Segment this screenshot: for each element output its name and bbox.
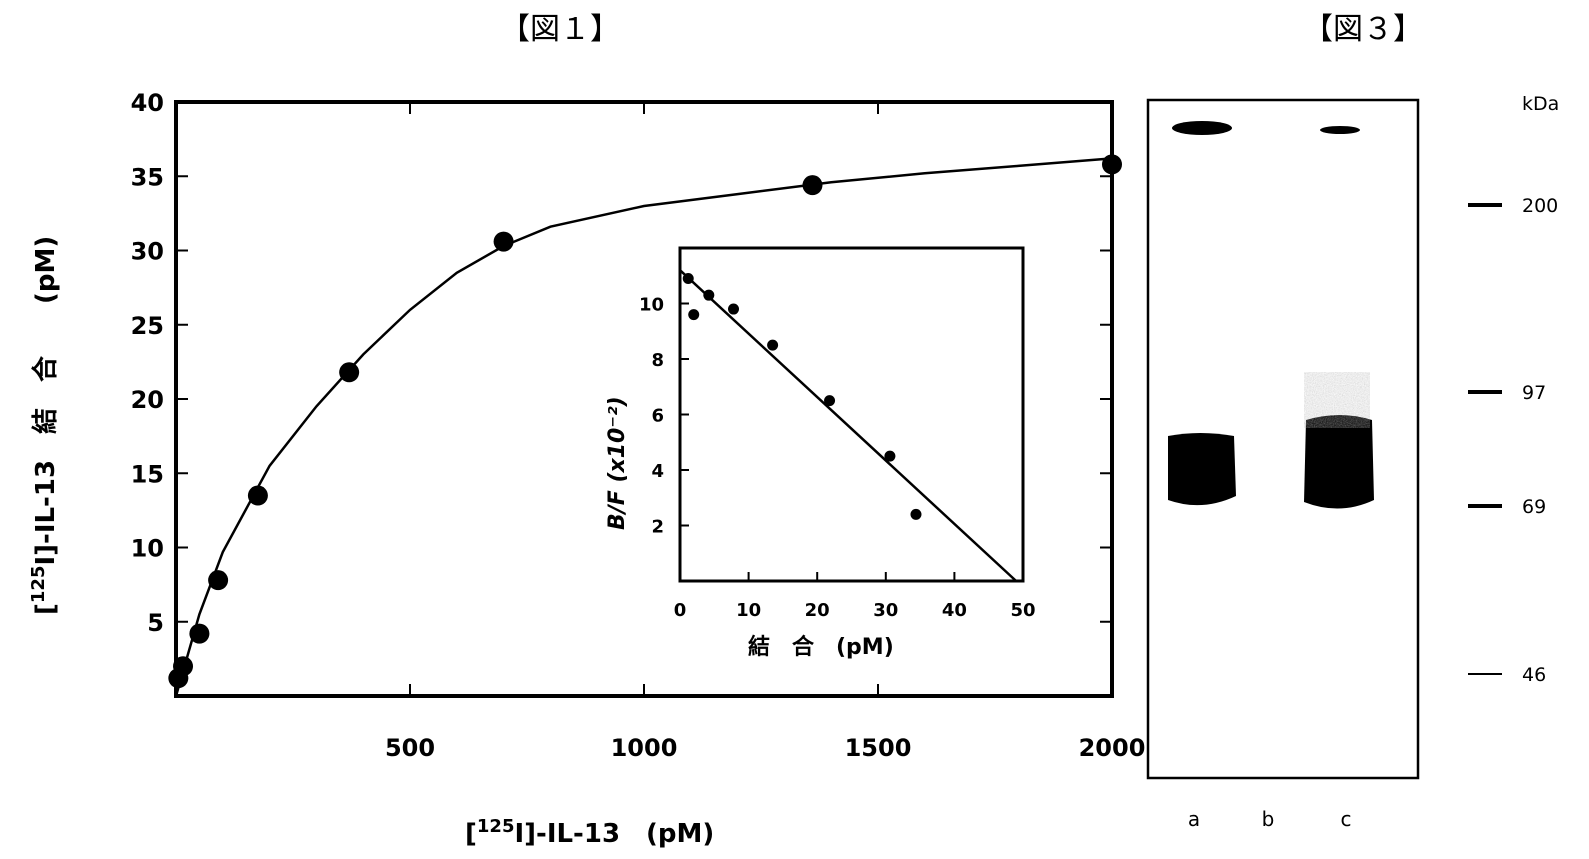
inset-y-axis-label: B/F (x10⁻²) xyxy=(605,396,630,530)
inset-x-tick-label: 20 xyxy=(805,600,830,621)
main-data-point xyxy=(493,231,514,252)
gel-figure: kDa 200 97 69 46 a b c xyxy=(1146,93,1559,831)
inset-data-points xyxy=(682,273,922,520)
main-data-point xyxy=(189,623,210,644)
inset-y-ticks: 2 4 6 8 10 xyxy=(639,295,689,538)
gel-lane-label: c xyxy=(1341,807,1352,831)
gel-lane-label: b xyxy=(1262,807,1275,831)
main-y-tick-label: 10 xyxy=(131,535,164,563)
main-y-tick-label: 25 xyxy=(131,312,164,340)
main-data-point xyxy=(339,362,360,383)
gel-marker-label: 97 xyxy=(1522,382,1546,404)
main-data-point xyxy=(247,485,268,506)
inset-x-tick-label: 30 xyxy=(873,600,898,621)
main-data-points xyxy=(168,154,1122,689)
inset-x-tick-label: 40 xyxy=(942,600,967,621)
figure-1-title: 【図１】 xyxy=(500,12,620,47)
inset-data-point xyxy=(688,309,700,321)
inset-y-tick-label: 10 xyxy=(639,295,664,316)
gel-lane-labels: a b c xyxy=(1188,807,1352,831)
main-data-point xyxy=(1102,154,1122,175)
main-x-ticks: 500 1000 1500 2000 xyxy=(385,102,1145,762)
main-data-point xyxy=(173,656,194,677)
inset-y-tick-label: 2 xyxy=(651,517,664,538)
main-y-tick-label: 35 xyxy=(131,163,164,191)
main-y-tick-label: 15 xyxy=(131,460,164,488)
figure-3-title: 【図３】 xyxy=(1303,12,1423,47)
main-fit-curve xyxy=(174,157,1113,697)
gel-marker-label: 46 xyxy=(1522,664,1546,686)
inset-data-point xyxy=(910,508,922,520)
main-x-tick-label: 1500 xyxy=(845,734,912,762)
gel-marker-label: 200 xyxy=(1522,195,1558,217)
inset-fit-line xyxy=(679,269,1017,582)
inset-data-point xyxy=(703,289,715,301)
main-x-axis-label: [125I]-IL-13 (pM) xyxy=(465,816,714,849)
inset-x-tick-label: 0 xyxy=(674,600,687,621)
gel-frame xyxy=(1146,98,1420,780)
gel-marker-label: 69 xyxy=(1522,496,1546,518)
scatchard-inset-chart: 0 10 20 30 40 50 2 4 6 8 10 結 合 (pM) B/F (x10⁻²) xyxy=(605,246,1036,660)
gel-markers: 200 97 69 46 xyxy=(1468,195,1558,686)
lane-a-main-band xyxy=(1168,433,1236,506)
gel-unit-label: kDa xyxy=(1522,93,1559,115)
main-data-point xyxy=(208,570,229,591)
inset-data-point xyxy=(682,273,694,285)
main-x-tick-label: 500 xyxy=(385,734,435,762)
main-x-tick-label: 2000 xyxy=(1079,734,1146,762)
inset-y-tick-label: 4 xyxy=(651,461,664,482)
main-y-tick-label: 5 xyxy=(147,609,164,637)
inset-x-tick-label: 50 xyxy=(1010,600,1035,621)
inset-x-tick-label: 10 xyxy=(736,600,761,621)
main-y-tick-label: 40 xyxy=(131,89,164,117)
inset-y-tick-label: 8 xyxy=(651,350,664,371)
inset-y-tick-label: 6 xyxy=(651,406,664,427)
inset-x-axis-label: 結 合 (pM) xyxy=(748,634,894,660)
inset-plot-frame xyxy=(678,246,1025,583)
main-data-point xyxy=(802,175,823,196)
lane-a-top-band xyxy=(1172,121,1232,135)
lane-c-smear xyxy=(1304,372,1370,428)
inset-data-point xyxy=(824,395,836,407)
gel-lane-label: a xyxy=(1188,807,1200,831)
inset-x-ticks: 0 10 20 30 40 50 xyxy=(674,572,1036,621)
lane-c-main-band xyxy=(1304,415,1374,509)
main-y-axis-label: [125I]-IL-13 結 合 (pM) xyxy=(28,236,61,615)
main-y-tick-label: 30 xyxy=(131,238,164,266)
inset-data-point xyxy=(767,339,779,351)
main-x-tick-label: 1000 xyxy=(611,734,678,762)
main-y-tick-label: 20 xyxy=(131,386,164,414)
inset-data-point xyxy=(884,450,896,462)
lane-c-top-band xyxy=(1320,126,1360,134)
inset-data-point xyxy=(728,303,740,315)
